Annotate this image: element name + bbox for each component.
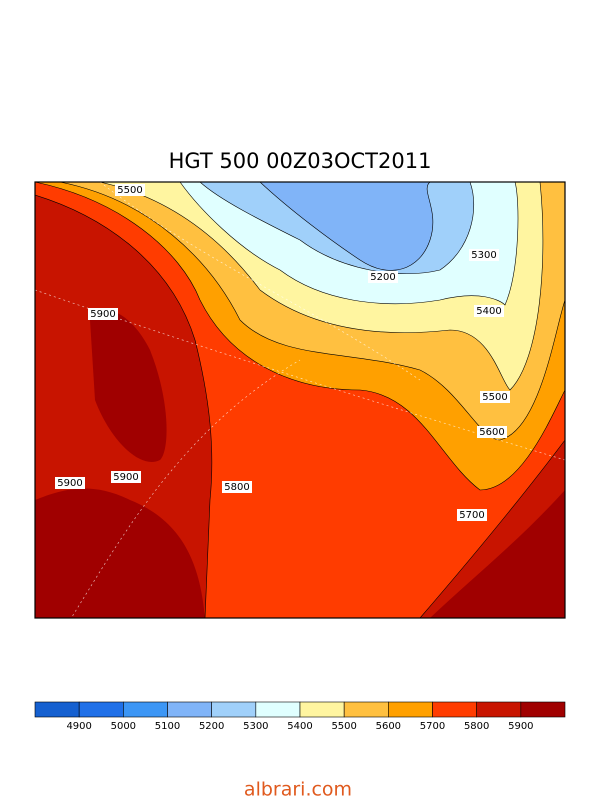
footer-watermark: albrari.com [244,779,352,800]
colorbar-label: 5900 [508,721,533,732]
colorbar-swatch [520,701,566,718]
contour-label: 5500 [480,391,510,403]
contour-label: 5200 [368,271,398,283]
colorbar-label: 5000 [111,721,136,732]
colorbar-label: 5500 [331,721,356,732]
svg-text:5900: 5900 [57,478,82,489]
field-5900 [430,490,565,618]
contour-label: 5400 [474,305,504,317]
colorbar-label: 4900 [66,721,91,732]
colorbar-label: 5200 [199,721,224,732]
colorbar-label: 5400 [287,721,312,732]
svg-text:5300: 5300 [471,250,496,261]
colorbar-swatch [34,701,80,718]
svg-text:5800: 5800 [224,482,249,493]
svg-text:5500: 5500 [482,392,507,403]
colorbar-label: 5600 [376,721,401,732]
colorbar-swatch [255,701,301,718]
svg-text:5200: 5200 [370,272,395,283]
colorbar-label: 5700 [420,721,445,732]
contour-label: 5600 [477,426,507,438]
contour-label: 5900 [55,477,85,489]
field-5100 [259,182,434,271]
svg-text:5500: 5500 [117,185,142,196]
contour-label: 5300 [469,249,499,261]
colorbar-swatch [299,701,345,718]
svg-text:5900: 5900 [113,472,138,483]
svg-text:5400: 5400 [476,306,501,317]
contour-label: 5900 [88,308,118,320]
colorbar-swatch [343,701,389,718]
field-5900 [35,488,205,618]
colorbar-label: 5100 [155,721,180,732]
colorbar-swatch [432,701,477,718]
svg-text:5700: 5700 [459,510,484,521]
svg-text:5900: 5900 [90,309,115,320]
field-5900 [90,310,167,462]
contour-label: 5800 [222,481,252,493]
contour-label: 5500 [115,184,145,196]
colorbar-swatch [211,701,257,718]
map-title: HGT 500 00Z03OCT2011 [169,149,432,173]
contour-label: 5700 [457,509,487,521]
colorbar-label: 5300 [243,721,268,732]
colorbar-swatch [388,701,433,718]
colorbar-swatch [476,701,522,718]
colorbar-swatch [78,701,124,718]
graticule [35,182,565,618]
map-frame [34,181,566,619]
contour-label: 5900 [111,471,141,483]
colorbar: 4900 5000 5100 5200 5300 5400 5500 5600 5700 5800… [34,701,566,732]
colorbar-swatch [167,701,212,718]
colorbar-label: 5800 [464,721,489,732]
svg-text:5600: 5600 [479,427,504,438]
colorbar-swatch [123,701,168,718]
